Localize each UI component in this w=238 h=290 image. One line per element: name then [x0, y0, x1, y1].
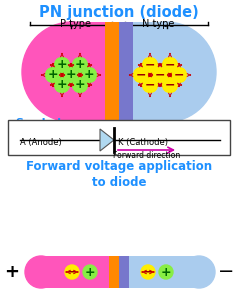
Text: Depletion layer (stable area): Depletion layer (stable area)	[64, 131, 174, 140]
Circle shape	[172, 68, 187, 82]
Circle shape	[143, 57, 158, 72]
Circle shape	[73, 57, 88, 72]
Bar	[109, 256, 119, 288]
Text: +: +	[48, 68, 58, 81]
Circle shape	[163, 77, 178, 93]
Ellipse shape	[25, 256, 57, 288]
Polygon shape	[100, 129, 114, 151]
Circle shape	[64, 68, 79, 82]
Text: −: −	[174, 68, 184, 81]
Bar	[119, 22, 166, 122]
Circle shape	[134, 68, 149, 82]
Text: −: −	[136, 68, 146, 81]
Text: −: −	[67, 266, 77, 278]
Bar	[72, 22, 119, 122]
Text: PN junction (diode): PN junction (diode)	[39, 5, 199, 20]
Text: +: +	[57, 59, 67, 72]
Bar	[105, 22, 119, 122]
Text: +: +	[66, 68, 76, 81]
Circle shape	[55, 77, 69, 93]
Text: −: −	[143, 266, 153, 278]
Text: Forward voltage application
to diode: Forward voltage application to diode	[26, 160, 212, 189]
Text: −: −	[155, 68, 165, 81]
Text: −: −	[218, 262, 234, 282]
Circle shape	[73, 77, 88, 93]
Circle shape	[83, 265, 97, 279]
FancyBboxPatch shape	[8, 120, 230, 155]
Circle shape	[153, 68, 168, 82]
Text: −: −	[165, 79, 175, 92]
Text: +: +	[85, 266, 95, 278]
Text: +: +	[75, 59, 85, 72]
Bar	[41, 256, 119, 288]
Text: −: −	[145, 59, 155, 72]
Text: Forward direction: Forward direction	[113, 151, 181, 160]
Text: A (Anode): A (Anode)	[20, 138, 62, 147]
Text: −: −	[145, 79, 155, 92]
Circle shape	[159, 265, 173, 279]
Ellipse shape	[22, 22, 122, 122]
Text: P type: P type	[60, 19, 90, 29]
Circle shape	[141, 265, 155, 279]
Text: N type: N type	[142, 19, 174, 29]
Bar	[119, 256, 129, 288]
Text: Symbol: Symbol	[15, 118, 61, 128]
Text: K (Cathode): K (Cathode)	[118, 138, 168, 147]
Text: +: +	[84, 68, 94, 81]
Circle shape	[55, 57, 69, 72]
Circle shape	[65, 265, 79, 279]
Circle shape	[81, 68, 96, 82]
Text: −: −	[165, 59, 175, 72]
Ellipse shape	[183, 256, 215, 288]
Text: +: +	[161, 266, 171, 278]
Text: +: +	[75, 79, 85, 92]
Circle shape	[45, 68, 60, 82]
Text: +: +	[5, 263, 20, 281]
Circle shape	[143, 77, 158, 93]
Circle shape	[163, 57, 178, 72]
Bar	[119, 22, 133, 122]
Text: +: +	[57, 79, 67, 92]
Bar	[119, 256, 199, 288]
Ellipse shape	[116, 22, 216, 122]
